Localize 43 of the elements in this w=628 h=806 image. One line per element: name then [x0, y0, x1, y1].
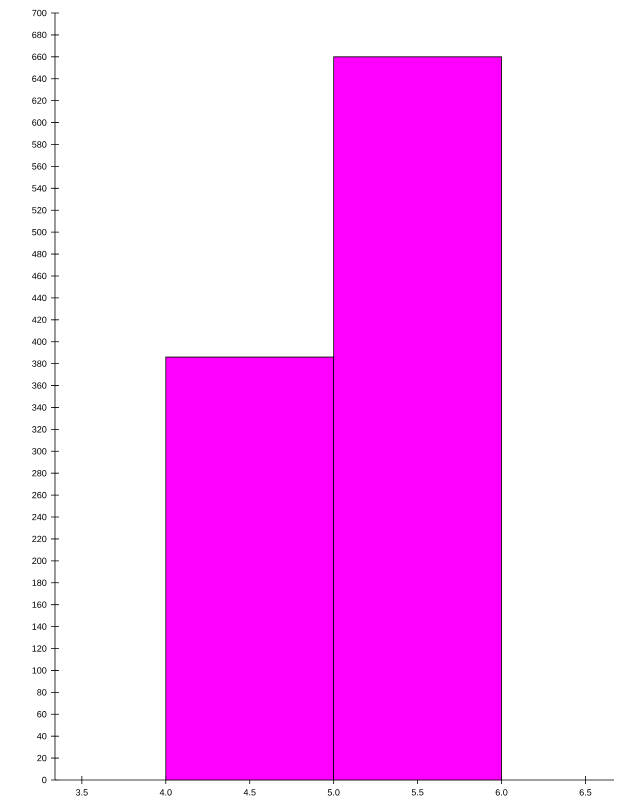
y-tick-label: 320	[32, 426, 46, 433]
y-tick-label: 340	[32, 404, 46, 411]
y-tick-label: 20	[37, 754, 46, 762]
y-tick-label: 560	[32, 163, 46, 170]
x-tick-label: 5.0	[328, 789, 340, 796]
y-tick-label: 700	[32, 10, 46, 16]
y-tick-label: 600	[32, 119, 46, 126]
y-tick-label: 260	[32, 492, 46, 498]
y-tick-label: 460	[32, 272, 46, 280]
x-tick-label: 5.5	[412, 789, 424, 796]
y-tick-label: 120	[32, 645, 46, 652]
y-tick-label: 380	[32, 360, 46, 367]
y-tick-label: 60	[37, 711, 46, 718]
x-tick-label: 6.0	[496, 789, 508, 796]
y-tick-label: 580	[32, 141, 46, 148]
y-tick-label: 500	[32, 228, 46, 236]
x-tick-label: 6.5	[580, 789, 592, 796]
y-tick-label: 440	[32, 294, 46, 302]
y-tick-label: 140	[32, 623, 46, 630]
y-tick-label: 200	[32, 558, 46, 564]
y-tick-label: 520	[32, 207, 46, 214]
x-tick-label: 4.0	[160, 789, 172, 796]
y-tick-label: 400	[32, 338, 46, 345]
y-tick-label: 680	[32, 32, 46, 38]
y-tick-label: 360	[32, 382, 46, 389]
y-tick-label: 660	[32, 54, 46, 60]
y-tick-label: 220	[32, 536, 46, 542]
y-tick-label: 300	[32, 448, 46, 454]
x-tick-label: 3.5	[76, 789, 88, 796]
y-tick-label: 100	[32, 667, 46, 674]
y-tick-label: 40	[36, 732, 46, 740]
y-tick-label: 420	[32, 316, 46, 323]
y-tick-label: 480	[32, 250, 46, 258]
y-tick-label: 280	[32, 470, 46, 476]
y-tick-label: 620	[32, 97, 46, 104]
y-tick-label: 180	[32, 580, 46, 586]
y-tick-label: 160	[32, 601, 46, 608]
y-tick-label: 0	[42, 776, 46, 784]
y-tick-label: 80	[37, 689, 46, 696]
y-tick-label: 640	[32, 76, 46, 82]
y-tick-label: 240	[32, 514, 46, 520]
y-tick-label: 540	[32, 185, 46, 192]
x-tick-label: 4.5	[244, 789, 256, 796]
